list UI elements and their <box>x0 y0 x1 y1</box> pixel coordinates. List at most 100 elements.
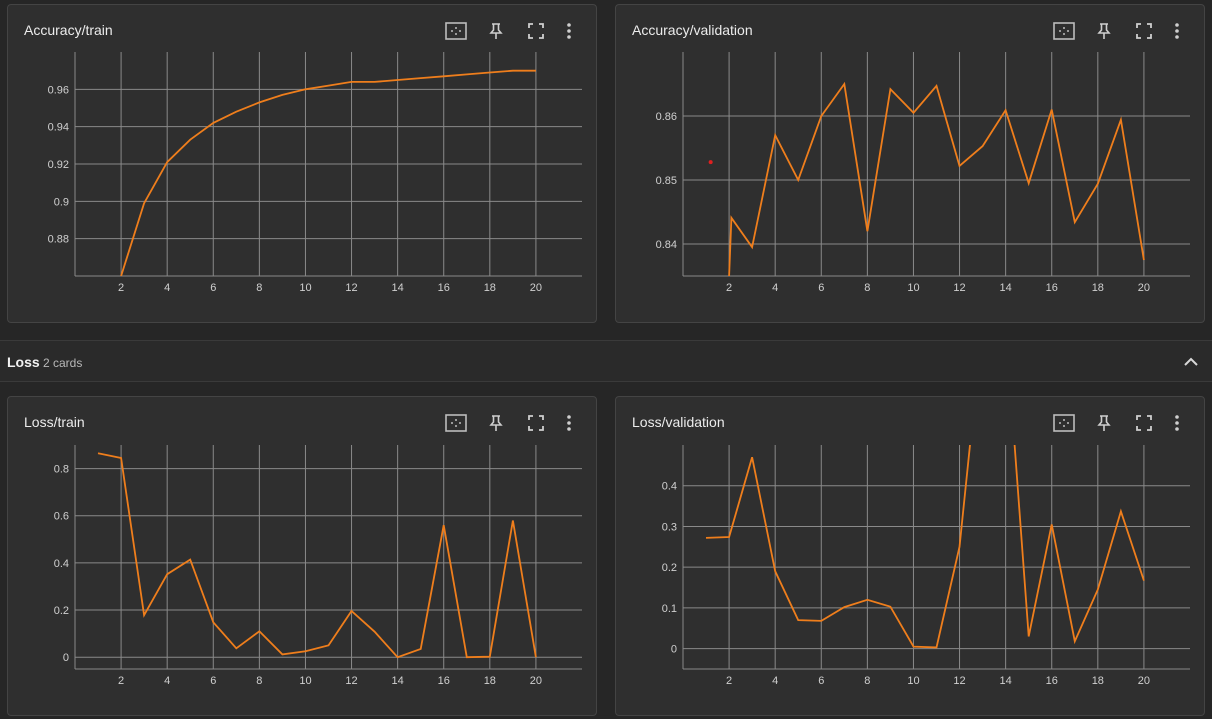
fullscreen-button[interactable] <box>516 19 556 43</box>
more-vert-icon <box>1175 415 1179 431</box>
data-point <box>142 613 146 617</box>
data-point <box>1119 118 1123 122</box>
x-tick-label: 12 <box>953 282 965 294</box>
chart-accuracy-train[interactable]: 2 4 6 8 10 12 14 16 18 20 0.88 0.9 0.92 0.94 0.96 <box>8 5 598 324</box>
data-point <box>465 655 469 659</box>
y-tick-label: 0.6 <box>54 511 69 523</box>
chevron-up-icon <box>1184 357 1198 366</box>
x-tick-label: 2 <box>118 675 124 687</box>
data-point <box>935 645 939 649</box>
data-point <box>165 160 169 164</box>
section-title: Loss <box>7 354 40 370</box>
chart-loss-train[interactable]: 2 4 6 8 10 12 14 16 18 20 0 0.2 0.4 0.6 0.8 <box>8 397 598 717</box>
data-point <box>396 655 400 659</box>
x-tick-label: 4 <box>772 282 778 294</box>
pin-icon <box>1097 415 1111 431</box>
data-point <box>842 82 846 86</box>
y-tick-label: 0.4 <box>54 558 69 570</box>
y-tick-label: 0.88 <box>48 234 69 246</box>
more-button[interactable] <box>1164 411 1190 435</box>
data-point <box>142 201 146 205</box>
y-tick-label: 0.86 <box>656 111 677 123</box>
x-tick-label: 14 <box>1000 282 1012 294</box>
data-point <box>888 605 892 609</box>
data-point <box>373 630 377 634</box>
x-tick-label: 18 <box>484 675 496 687</box>
data-point <box>188 138 192 142</box>
y-tick-label: 0 <box>671 644 677 656</box>
x-tick-label: 14 <box>392 675 404 687</box>
fullscreen-button[interactable] <box>1124 19 1164 43</box>
data-point <box>1004 108 1008 112</box>
x-tick-label: 6 <box>210 675 216 687</box>
x-tick-label: 20 <box>530 675 542 687</box>
data-point <box>442 523 446 527</box>
data-point <box>1073 220 1077 224</box>
y-tick-label: 0.4 <box>662 481 677 493</box>
fit-domain-button[interactable] <box>436 411 476 435</box>
more-vert-icon <box>1175 23 1179 39</box>
more-button[interactable] <box>556 19 582 43</box>
collapse-button[interactable] <box>1180 351 1202 373</box>
x-tick-label: 10 <box>299 282 311 294</box>
data-point <box>727 535 731 539</box>
data-point <box>935 84 939 88</box>
more-button[interactable] <box>556 411 582 435</box>
card-actions <box>436 19 582 43</box>
fullscreen-icon <box>1136 415 1152 431</box>
pin-button[interactable] <box>1084 19 1124 43</box>
section-header-loss[interactable]: Loss 2 cards <box>0 340 1212 382</box>
card-loss-validation: Loss/validation 2 4 6 8 10 12 14 16 18 20 0 0.1 0.2 0… <box>615 396 1205 716</box>
chart-loss-validation[interactable]: 2 4 6 8 10 12 14 16 18 20 0 0.1 0.2 0.3 0.4 <box>616 397 1206 717</box>
card-title: Loss/validation <box>632 414 725 430</box>
data-point <box>1050 108 1054 112</box>
pin-button[interactable] <box>476 19 516 43</box>
data-point <box>1050 522 1054 526</box>
fullscreen-button[interactable] <box>1124 411 1164 435</box>
data-point <box>1073 639 1077 643</box>
x-tick-label: 8 <box>256 282 262 294</box>
x-tick-label: 10 <box>907 282 919 294</box>
data-point <box>280 652 284 656</box>
fit-domain-icon <box>445 22 467 40</box>
x-tick-label: 16 <box>1046 282 1058 294</box>
data-point <box>211 620 215 624</box>
data-point <box>773 133 777 137</box>
y-tick-label: 0.8 <box>54 464 69 476</box>
data-point <box>842 605 846 609</box>
y-tick-label: 0.92 <box>48 159 69 171</box>
x-tick-label: 12 <box>345 675 357 687</box>
fit-domain-button[interactable] <box>1044 19 1084 43</box>
data-point <box>534 69 538 73</box>
data-point <box>750 245 754 249</box>
x-tick-label: 8 <box>864 675 870 687</box>
pin-button[interactable] <box>476 411 516 435</box>
y-tick-label: 0.2 <box>662 562 677 574</box>
fit-domain-icon <box>445 414 467 432</box>
x-tick-label: 18 <box>1092 675 1104 687</box>
x-tick-label: 6 <box>818 675 824 687</box>
x-tick-label: 14 <box>1000 675 1012 687</box>
fit-domain-button[interactable] <box>1044 411 1084 435</box>
x-tick-label: 8 <box>256 675 262 687</box>
fullscreen-button[interactable] <box>516 411 556 435</box>
data-point <box>727 274 731 278</box>
section-card-count: 2 cards <box>43 356 83 370</box>
data-point <box>488 71 492 75</box>
pin-button[interactable] <box>1084 411 1124 435</box>
y-tick-label: 0.85 <box>656 175 677 187</box>
data-point <box>350 80 354 84</box>
more-button[interactable] <box>1164 19 1190 43</box>
data-point <box>981 144 985 148</box>
data-point <box>1027 634 1031 638</box>
fit-domain-button[interactable] <box>436 19 476 43</box>
y-tick-label: 0.96 <box>48 84 69 96</box>
series-line <box>728 81 1145 276</box>
chart-accuracy-validation[interactable]: 2 4 6 8 10 12 14 16 18 20 0.84 0.85 0.86 <box>616 5 1206 324</box>
data-point <box>704 536 708 540</box>
data-point <box>442 74 446 78</box>
x-tick-label: 20 <box>1138 675 1150 687</box>
data-point <box>511 69 515 73</box>
data-point <box>488 655 492 659</box>
x-tick-label: 4 <box>772 675 778 687</box>
